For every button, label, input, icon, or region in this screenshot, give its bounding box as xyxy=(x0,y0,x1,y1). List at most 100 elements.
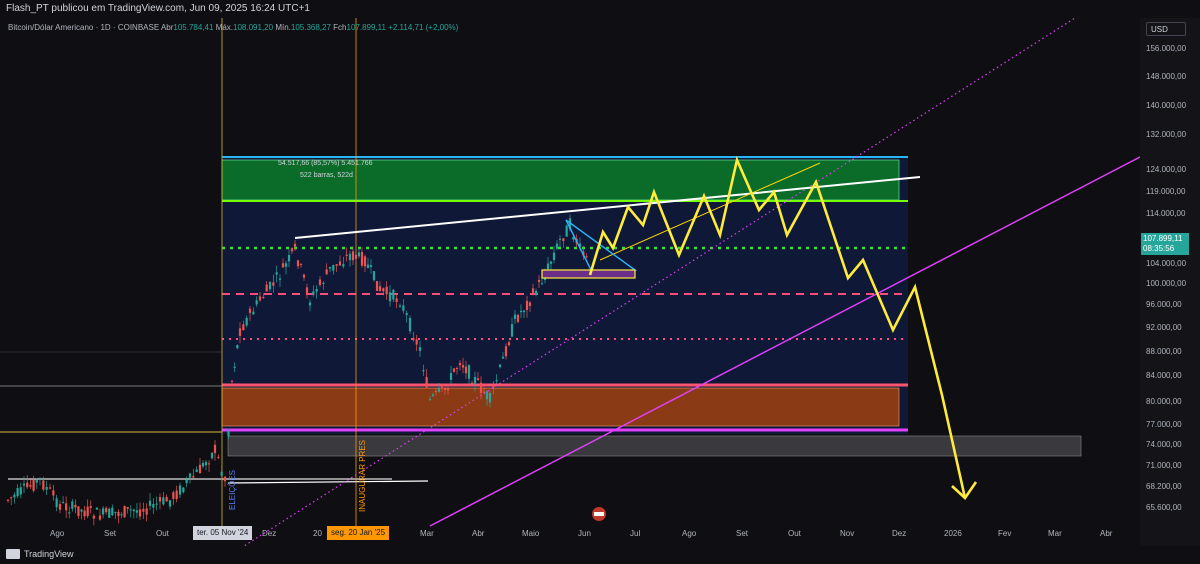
candle-body xyxy=(473,376,477,385)
time-axis-label: Abr xyxy=(472,529,485,538)
partial-date-label: 20 xyxy=(313,529,322,538)
candle-body xyxy=(408,318,412,332)
candle-body xyxy=(268,281,272,290)
candle-body xyxy=(245,317,248,326)
gray-zone[interactable] xyxy=(227,435,1082,457)
price-axis-label: 80.000,00 xyxy=(1146,397,1182,406)
candle-body xyxy=(516,315,520,322)
candle-body xyxy=(328,266,332,269)
range-stats: 54.517,66 (85,57%) 5.451.766 xyxy=(278,160,373,167)
candle-body xyxy=(446,388,450,391)
candle-body xyxy=(296,260,300,267)
price-axis[interactable] xyxy=(1140,18,1200,546)
high-label: Máx. xyxy=(215,23,234,32)
brand-text: TradingView xyxy=(24,549,74,559)
price-axis-label: 104.000,00 xyxy=(1146,259,1187,268)
currency-label: USD xyxy=(1151,25,1168,34)
candle-body xyxy=(152,504,155,508)
candle-body xyxy=(74,504,77,508)
price-axis-label: 68.200,00 xyxy=(1146,482,1182,491)
candle-body xyxy=(507,342,511,346)
candle-body xyxy=(10,497,13,499)
candle-body xyxy=(405,313,408,316)
candle-body xyxy=(13,494,16,498)
candle-body xyxy=(158,497,162,502)
candle-body xyxy=(318,279,322,285)
candle-body xyxy=(105,508,108,513)
candle-body xyxy=(238,328,242,336)
symbol-legend: Bitcoin/Dólar Americano · 1D · COINBASE … xyxy=(8,20,458,36)
candle-body xyxy=(525,300,529,311)
candle-body xyxy=(210,452,214,459)
election-date-tag: ter. 05 Nov '24 xyxy=(193,526,253,540)
candle-body xyxy=(201,462,205,467)
candle-body xyxy=(132,509,135,512)
candle-body xyxy=(546,263,550,269)
candle-body xyxy=(302,274,306,278)
candle-body xyxy=(207,463,211,465)
price-axis-label: 74.000,00 xyxy=(1146,440,1182,449)
projection-path[interactable] xyxy=(588,155,967,499)
candle-body xyxy=(114,511,117,513)
candle-body xyxy=(585,256,588,258)
candle-body xyxy=(458,362,462,366)
candle-body xyxy=(258,296,262,301)
candle-body xyxy=(22,483,26,486)
currency-selector[interactable]: USD xyxy=(1146,22,1186,36)
candle-body xyxy=(558,238,562,240)
low-label: Mín. xyxy=(275,23,291,32)
candle-body xyxy=(418,347,422,351)
candle-body xyxy=(375,281,379,291)
candle-body xyxy=(281,263,285,268)
candle-body xyxy=(71,501,74,509)
candle-body xyxy=(402,305,405,311)
candle-body xyxy=(531,288,535,293)
candle-body xyxy=(172,492,175,499)
candle-body xyxy=(395,298,398,302)
candle-body xyxy=(537,279,541,283)
candle-body xyxy=(175,490,178,500)
price-axis-label: 156.000,00 xyxy=(1146,44,1187,53)
candle-body xyxy=(242,324,245,331)
candle-body xyxy=(272,282,275,286)
candle-body xyxy=(26,482,29,488)
time-axis-label: Dez xyxy=(262,529,277,538)
candle-body xyxy=(6,499,10,501)
candle-body xyxy=(77,506,80,517)
candle-body xyxy=(29,484,32,487)
time-axis-label: Mar xyxy=(420,529,434,538)
candle-body xyxy=(425,376,428,388)
candle-body xyxy=(101,508,105,515)
candle-body xyxy=(220,471,223,476)
candlestick-series xyxy=(6,214,588,526)
tradingview-logo-icon xyxy=(6,549,20,559)
candle-body xyxy=(540,283,544,285)
candle-body xyxy=(52,490,55,496)
candle-body xyxy=(510,324,514,337)
publish-header: Flash_PT publicou em TradingView.com, Ju… xyxy=(0,0,1200,18)
candle-body xyxy=(55,498,58,508)
candle-body xyxy=(278,278,282,280)
candle-body xyxy=(80,509,83,512)
candle-body xyxy=(168,500,172,507)
candle-body xyxy=(275,272,278,275)
candle-body xyxy=(382,288,385,292)
candle-body xyxy=(284,263,288,267)
publish-text: Flash_PT publicou em TradingView.com, Ju… xyxy=(6,3,310,14)
candle-body xyxy=(335,264,338,266)
price-axis-label: 88.000,00 xyxy=(1146,347,1182,356)
tradingview-logo[interactable]: TradingView xyxy=(6,549,74,559)
candle-body xyxy=(48,487,52,489)
price-chart[interactable] xyxy=(0,18,1200,546)
candle-body xyxy=(38,477,42,479)
candle-body xyxy=(479,382,483,393)
candle-body xyxy=(348,253,352,261)
support-zone[interactable] xyxy=(221,387,900,427)
candle-body xyxy=(89,506,92,508)
symbol-name[interactable]: Bitcoin/Dólar Americano · 1D · COINBASE xyxy=(8,23,160,32)
candle-body xyxy=(354,254,358,259)
time-axis-label: Abr xyxy=(1100,529,1113,538)
candle-body xyxy=(178,485,182,495)
price-axis-label: 92.000,00 xyxy=(1146,323,1182,332)
close-value: 107.899,11 xyxy=(346,23,386,32)
